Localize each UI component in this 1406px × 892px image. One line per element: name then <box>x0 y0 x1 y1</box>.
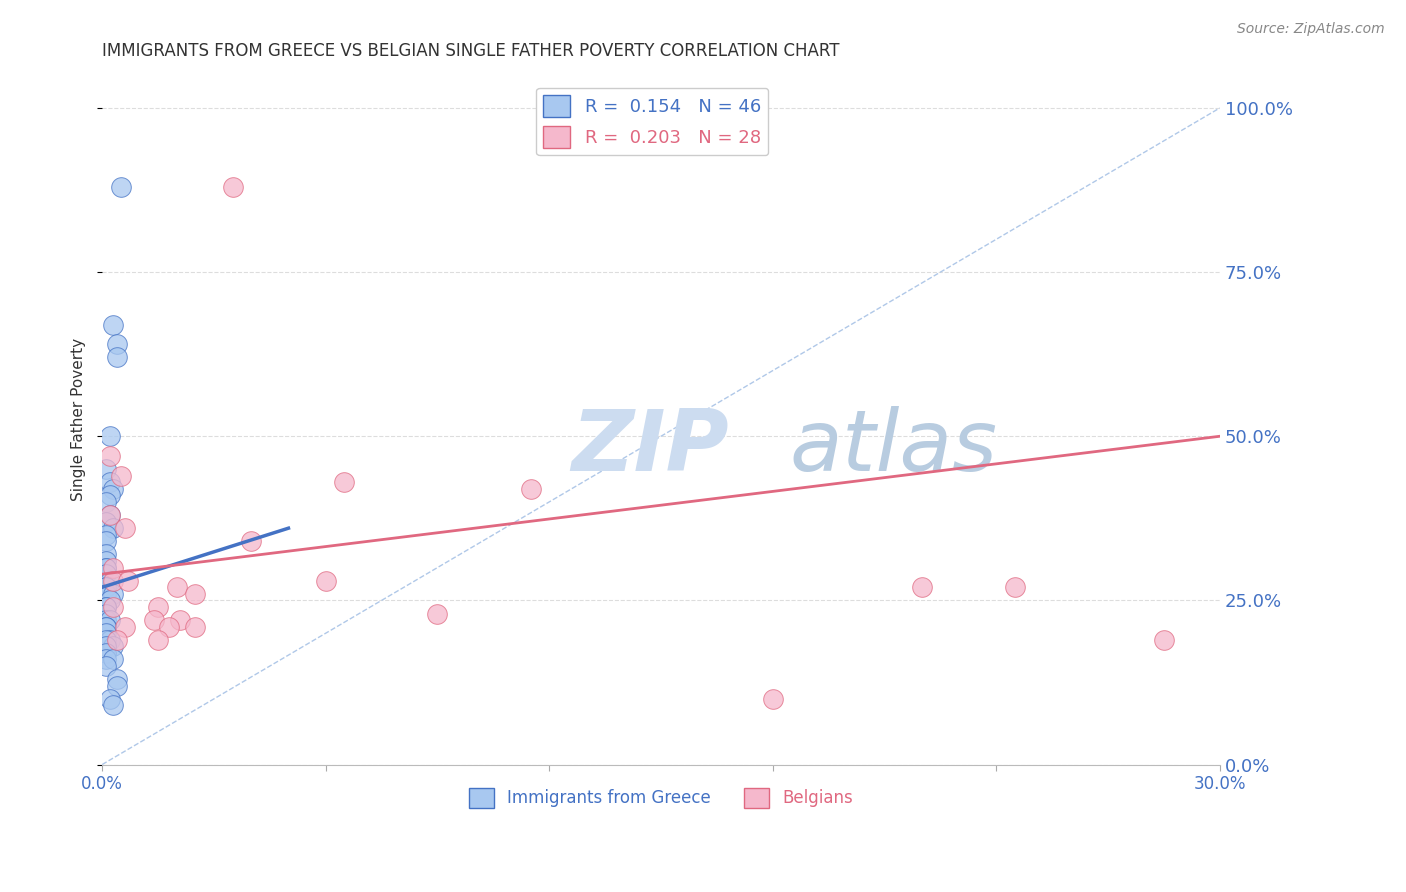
Point <box>94 620 117 634</box>
Point <box>110 468 132 483</box>
Point <box>103 640 125 654</box>
Text: atlas: atlas <box>790 406 997 489</box>
Point <box>94 560 117 574</box>
Point <box>166 580 188 594</box>
Legend: Immigrants from Greece, Belgians: Immigrants from Greece, Belgians <box>463 781 860 814</box>
Point <box>117 574 139 588</box>
Point <box>1153 632 1175 647</box>
Point <box>98 508 121 522</box>
Point <box>103 698 125 713</box>
Point <box>911 580 934 594</box>
Point <box>94 613 117 627</box>
Point <box>315 574 337 588</box>
Point <box>98 574 121 588</box>
Point <box>94 620 117 634</box>
Point <box>94 599 117 614</box>
Text: ZIP: ZIP <box>572 406 730 489</box>
Point <box>98 449 121 463</box>
Point <box>94 527 117 541</box>
Point <box>333 475 356 490</box>
Point <box>103 318 125 332</box>
Text: IMMIGRANTS FROM GREECE VS BELGIAN SINGLE FATHER POVERTY CORRELATION CHART: IMMIGRANTS FROM GREECE VS BELGIAN SINGLE… <box>103 42 839 60</box>
Point <box>184 587 207 601</box>
Point <box>103 587 125 601</box>
Point <box>94 534 117 549</box>
Point <box>94 640 117 654</box>
Point <box>103 652 125 666</box>
Point <box>94 607 117 621</box>
Point <box>94 560 117 574</box>
Point <box>114 620 136 634</box>
Point <box>105 672 128 686</box>
Point <box>94 599 117 614</box>
Point <box>105 337 128 351</box>
Point <box>110 179 132 194</box>
Point <box>240 534 263 549</box>
Point <box>98 691 121 706</box>
Point <box>98 429 121 443</box>
Point <box>98 475 121 490</box>
Point <box>426 607 449 621</box>
Point <box>103 599 125 614</box>
Point <box>105 632 128 647</box>
Point <box>94 587 117 601</box>
Point <box>98 488 121 502</box>
Point <box>146 599 169 614</box>
Point <box>157 620 180 634</box>
Point <box>519 482 541 496</box>
Point <box>103 521 125 535</box>
Point <box>105 679 128 693</box>
Y-axis label: Single Father Poverty: Single Father Poverty <box>72 338 86 501</box>
Point <box>94 548 117 562</box>
Point <box>169 613 191 627</box>
Point <box>94 659 117 673</box>
Point <box>103 560 125 574</box>
Point <box>94 632 117 647</box>
Point <box>94 515 117 529</box>
Point <box>98 613 121 627</box>
Point <box>94 646 117 660</box>
Point <box>98 593 121 607</box>
Point <box>98 508 121 522</box>
Point <box>1004 580 1026 594</box>
Point <box>146 632 169 647</box>
Point <box>94 495 117 509</box>
Point <box>184 620 207 634</box>
Point <box>94 567 117 582</box>
Point <box>103 574 125 588</box>
Point <box>221 179 243 194</box>
Point <box>94 626 117 640</box>
Point <box>105 351 128 365</box>
Point <box>114 521 136 535</box>
Point <box>143 613 166 627</box>
Point <box>94 580 117 594</box>
Point <box>94 652 117 666</box>
Point <box>103 482 125 496</box>
Point <box>98 632 121 647</box>
Point <box>94 462 117 476</box>
Point <box>94 554 117 568</box>
Point <box>94 580 117 594</box>
Text: Source: ZipAtlas.com: Source: ZipAtlas.com <box>1237 22 1385 37</box>
Point <box>762 691 785 706</box>
